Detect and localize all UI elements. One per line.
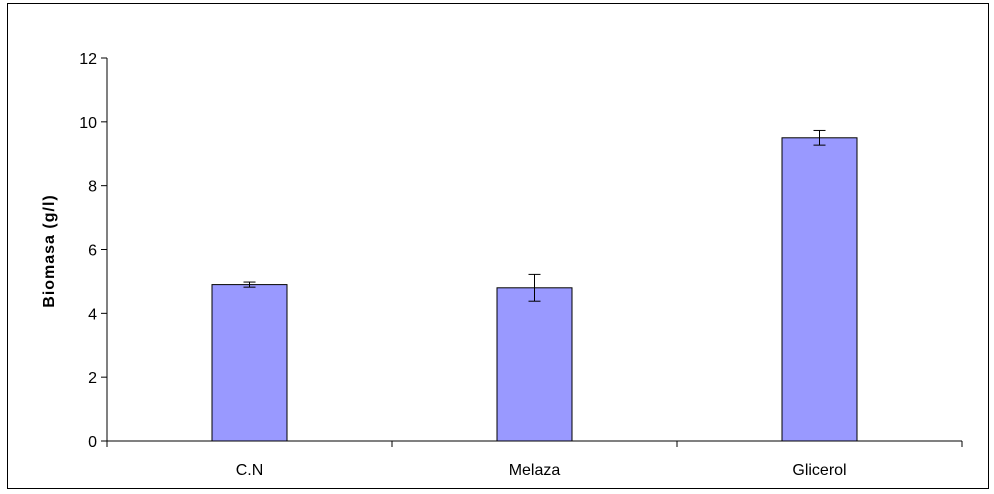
y-tick-label: 4 — [88, 306, 97, 323]
bar-glicerol — [781, 137, 858, 442]
y-tick-label: 8 — [88, 179, 97, 196]
x-category-label: Glicerol — [792, 462, 846, 479]
bar-c-n — [211, 284, 288, 442]
y-axis-title: Biomasa (g/l) — [41, 194, 58, 307]
y-tick-label: 2 — [88, 370, 97, 387]
x-category-label: C.N — [236, 462, 264, 479]
y-tick-label: 12 — [79, 51, 97, 68]
y-tick-label: 10 — [79, 115, 97, 132]
y-tick-label: 6 — [88, 243, 97, 260]
plot-area: 0 2 4 6 8 10 12 C.N Melaza Glicerol — [79, 51, 963, 479]
y-tick-label: 0 — [88, 434, 97, 451]
bar-melaza — [496, 287, 573, 442]
x-category-label: Melaza — [509, 462, 561, 479]
